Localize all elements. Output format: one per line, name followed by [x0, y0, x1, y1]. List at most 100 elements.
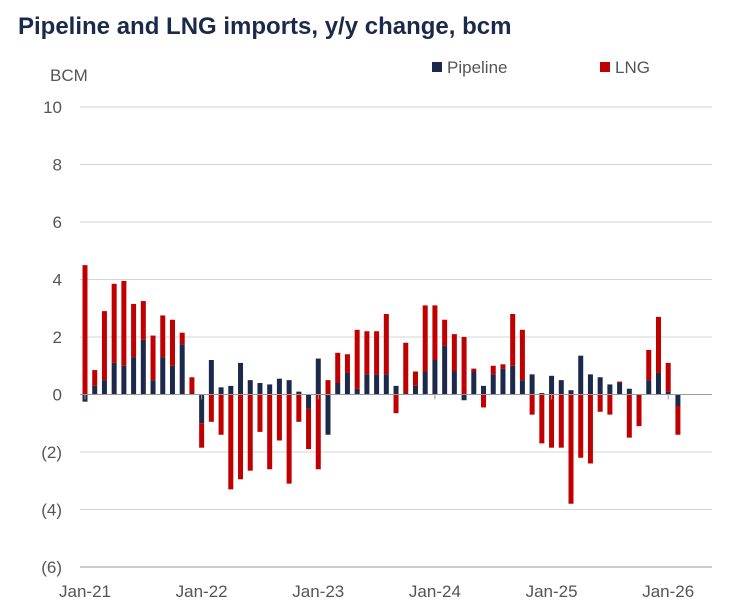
lng-bar [665, 362, 671, 392]
chart-title: Pipeline and LNG imports, y/y change, bc… [18, 13, 512, 40]
lng-bar [558, 394, 564, 448]
pipeline-bar [549, 375, 555, 395]
lng-bar [403, 342, 409, 394]
y-tick-label: 0 [53, 386, 62, 405]
legend-item-pipeline-label: Pipeline [447, 58, 508, 77]
pipeline-bar [344, 372, 350, 395]
lng-bar [451, 334, 457, 372]
pipeline-bar [587, 374, 593, 395]
pipeline-bar [646, 380, 652, 395]
lng-bar [325, 380, 331, 395]
legend-item-lng-label: LNG [615, 58, 650, 77]
pipeline-bar [675, 394, 681, 406]
pipeline-bar [412, 385, 418, 395]
lng-bar [315, 394, 321, 470]
pipeline-bar [519, 380, 525, 395]
lng-bar [597, 394, 603, 412]
lng-bar [510, 314, 516, 366]
lng-bar [238, 394, 244, 480]
lng-bar [519, 329, 525, 381]
lng-bar [150, 335, 156, 381]
pipeline-bar [626, 388, 632, 395]
pipeline-bar [286, 380, 292, 395]
pipeline-bar [422, 371, 428, 395]
pipeline-bar [403, 393, 409, 395]
lng-bar [82, 265, 88, 395]
pipeline-bar [189, 393, 195, 395]
lng-bar [568, 394, 574, 504]
lng-bar [432, 305, 438, 361]
pipeline-bar [199, 394, 205, 424]
pipeline-bar [364, 374, 370, 395]
lng-bar [121, 280, 127, 366]
lng-bar [354, 329, 360, 389]
pipeline-bar [451, 371, 457, 395]
pipeline-bar [374, 374, 380, 395]
lng-bar [140, 301, 146, 340]
pipeline-bar [393, 385, 399, 395]
pipeline-bar [665, 391, 671, 395]
x-tick-label: Jan-25 [526, 582, 578, 601]
x-tick-label: Jan-23 [292, 582, 344, 601]
y-tick-label: 6 [53, 213, 62, 232]
pipeline-bar [510, 365, 516, 395]
lng-bar [617, 381, 623, 383]
y-tick-label: 8 [53, 156, 62, 175]
lng-bar [344, 354, 350, 373]
lng-bar [364, 331, 370, 375]
pipeline-bar [432, 360, 438, 395]
pipeline-bar [247, 380, 253, 395]
pipeline-bar [568, 390, 574, 395]
pipeline-bar [597, 377, 603, 395]
pipeline-bar [529, 374, 535, 395]
pipeline-bar [383, 374, 389, 395]
y-tick-label: 10 [43, 98, 62, 117]
lng-bar [393, 394, 399, 414]
lng-bar [578, 394, 584, 458]
pipeline-bar [267, 384, 273, 395]
lng-bar [276, 394, 282, 441]
pipeline-bar [121, 365, 127, 395]
pipeline-bar [111, 362, 117, 395]
pipeline-bar [238, 362, 244, 395]
lng-bar [636, 395, 642, 427]
pipeline-bar [315, 358, 321, 395]
pipeline-bar [160, 357, 166, 395]
pipeline-bar [325, 394, 331, 435]
lng-bar [111, 283, 117, 363]
lng-bar [228, 394, 234, 490]
lng-bar [286, 394, 292, 484]
lng-bar [92, 370, 98, 386]
y-tick-label: (4) [41, 501, 62, 520]
pipeline-bar [92, 385, 98, 395]
x-tick-label: Jan-26 [642, 582, 694, 601]
lng-bar [267, 394, 273, 470]
pipeline-bar [169, 365, 175, 395]
pipeline-bar [500, 368, 506, 395]
pipeline-bar [276, 378, 282, 395]
pipeline-bar [471, 371, 477, 395]
pipeline-bar [101, 380, 107, 395]
lng-bar [442, 319, 448, 346]
lng-bar [471, 368, 477, 372]
pipeline-bar [461, 394, 467, 401]
y-tick-label: 2 [53, 328, 62, 347]
lng-bar [101, 311, 107, 381]
lng-bar [549, 394, 555, 448]
lng-bar [422, 305, 428, 372]
pipeline-bar [607, 384, 613, 395]
x-tick-label: Jan-21 [59, 582, 111, 601]
pipeline-bar [296, 391, 302, 395]
pipeline-bar [655, 372, 661, 395]
pipeline-bar [578, 355, 584, 395]
y-tick-label: 4 [53, 271, 62, 290]
pipeline-bar [131, 357, 137, 395]
pipeline-bar [257, 383, 263, 395]
lng-bar [296, 394, 302, 422]
y-axis-label: BCM [50, 66, 88, 85]
lng-bar [675, 406, 681, 435]
lng-bar [374, 331, 380, 375]
pipeline-bar [442, 345, 448, 395]
pipeline-bar [558, 380, 564, 395]
